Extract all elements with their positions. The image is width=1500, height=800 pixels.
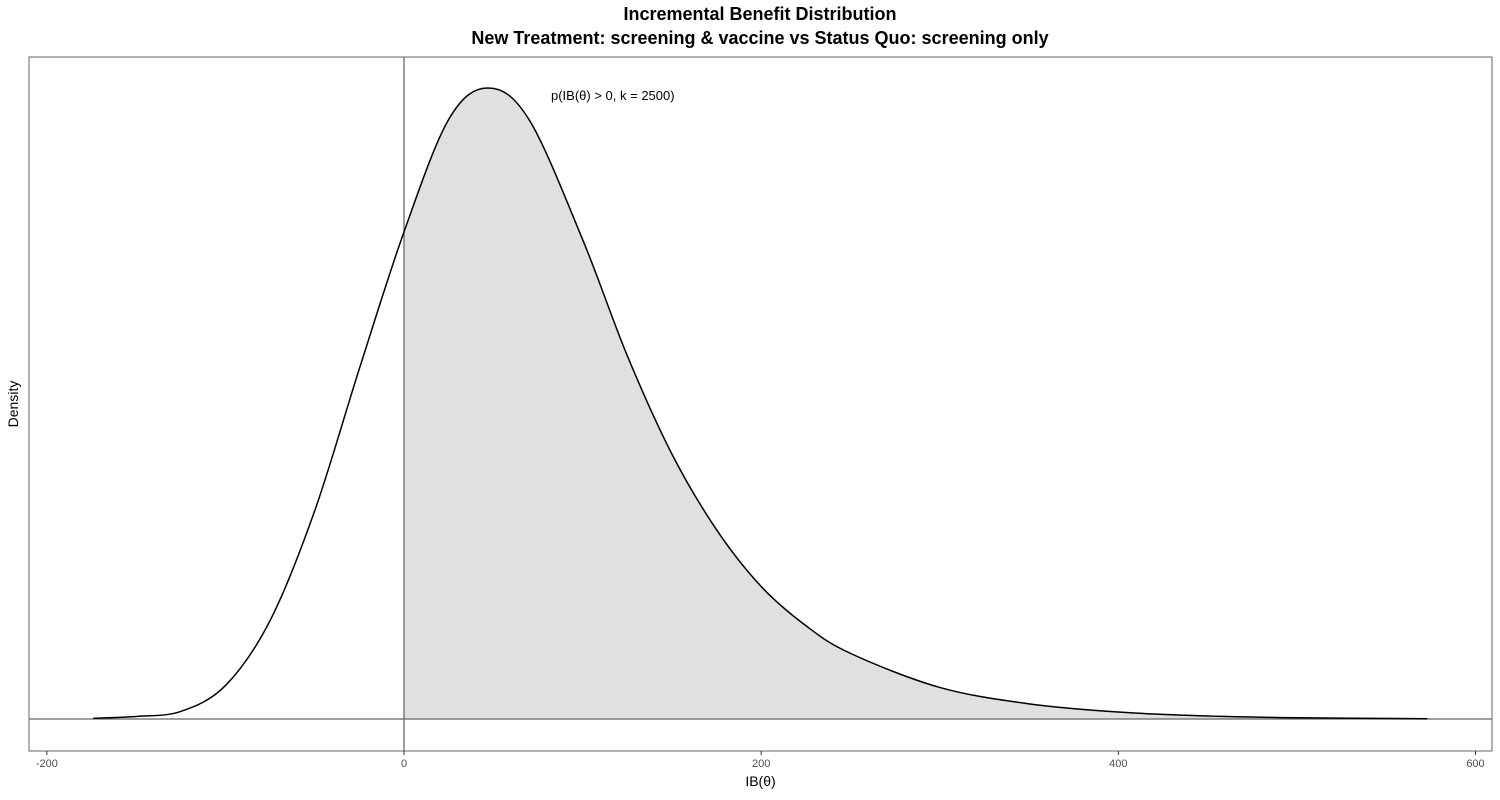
x-tick-label: 0 — [401, 758, 407, 770]
y-axis-label: Density — [5, 381, 21, 428]
x-tick-label: -200 — [36, 758, 58, 770]
x-tick-label: 400 — [1109, 758, 1127, 770]
x-tick-label: 600 — [1466, 758, 1484, 770]
probability-annotation: p(IB(θ) > 0, k = 2500) — [551, 88, 675, 103]
chart-title: Incremental Benefit Distribution — [623, 4, 897, 24]
density-curve — [93, 87, 1428, 720]
chart-subtitle: New Treatment: screening & vaccine vs St… — [471, 28, 1049, 48]
x-tick-label: 200 — [752, 758, 770, 770]
plot-frame — [28, 56, 1493, 752]
x-axis-ticks: -200 0 200 400 600 — [36, 751, 1485, 770]
x-axis-label: IB(θ) — [745, 773, 775, 789]
positive-area-fill — [404, 88, 1428, 719]
